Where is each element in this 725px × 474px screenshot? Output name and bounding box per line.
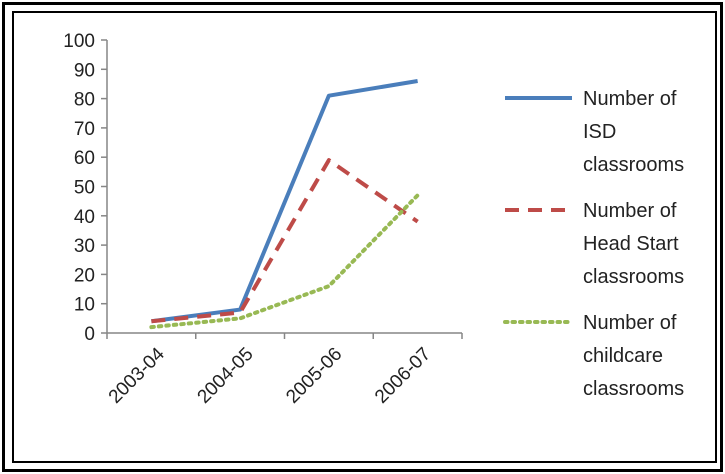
legend-label-line: Number of	[583, 312, 677, 334]
x-tick-label: 2005-06	[282, 344, 346, 408]
x-tick-label: 2003-04	[105, 343, 169, 407]
inner-border	[12, 11, 717, 463]
chart-series	[149, 79, 420, 330]
legend-label-line: classrooms	[583, 378, 684, 400]
y-tick-label: 60	[74, 148, 95, 169]
x-tick-label: 2006-07	[371, 344, 435, 408]
y-tick-label: 70	[74, 119, 95, 140]
legend-label-line: classrooms	[583, 154, 684, 176]
y-tick-label: 40	[74, 207, 95, 228]
y-tick-label: 50	[74, 178, 95, 199]
legend-label-line: Number of	[583, 88, 677, 110]
series-line-1	[151, 79, 418, 324]
y-tick-label: 90	[74, 60, 95, 81]
legend-label-line: Number of	[583, 200, 677, 222]
chart-legend: Number of ISD classrooms Number of Head Star…	[503, 88, 684, 400]
legend-label-line: ISD	[583, 121, 616, 143]
y-tick-label: 100	[63, 31, 95, 52]
chart-axes: 0 10 20 30 40 50 60 70 80 90 100 2003-04 2004-05 2005…	[63, 31, 463, 408]
legend-label-line: Head Start	[583, 233, 679, 255]
y-tick-label: 80	[74, 90, 95, 111]
y-tick-label: 0	[84, 324, 95, 345]
y-tick-label: 30	[74, 236, 95, 257]
series-line-3	[149, 193, 420, 330]
legend-label-line: childcare	[583, 345, 663, 367]
legend-label-line: classrooms	[583, 266, 684, 288]
x-tick-label: 2004-05	[194, 344, 258, 408]
series-line-2	[151, 158, 419, 324]
y-tick-label: 20	[74, 265, 95, 286]
y-tick-label: 10	[74, 295, 95, 316]
